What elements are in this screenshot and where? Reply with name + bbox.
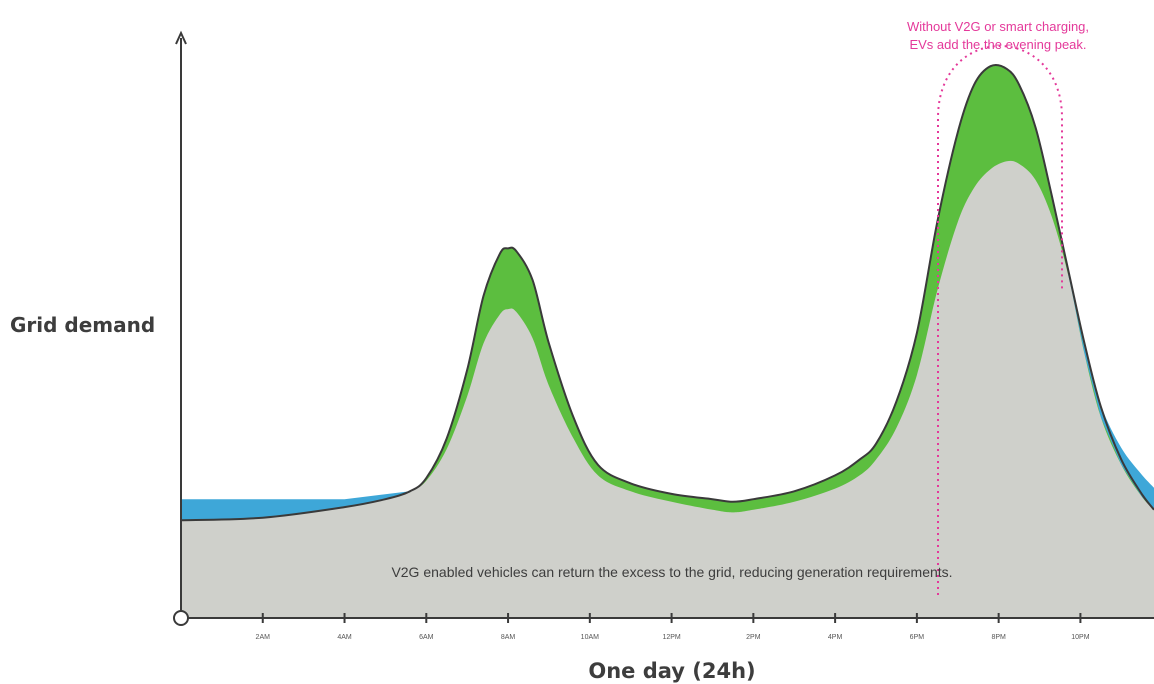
x-tick-label: 2PM — [746, 634, 761, 641]
x-tick-label: 6PM — [910, 634, 925, 641]
x-axis-ticks: 2AM 4AM 6AM 8AM 10AM 12PM 2PM 4PM 6PM 8PM 10PM — [256, 613, 1090, 641]
peak-annotation-line-1: Without V2G or smart charging, — [907, 19, 1089, 34]
base-demand-area — [181, 160, 1154, 618]
x-tick-label: 8PM — [991, 634, 1006, 641]
axis-origin-marker — [173, 610, 189, 626]
x-axis-title: One day (24h) — [588, 659, 755, 683]
x-tick-label: 6AM — [419, 634, 434, 641]
evening-peak-highlight — [937, 45, 1063, 595]
x-tick-label: 2AM — [256, 634, 271, 641]
total-demand-line — [180, 64, 1154, 522]
v2g-annotation: V2G enabled vehicles can return the exce… — [391, 564, 952, 580]
x-tick-label: 12PM — [662, 634, 680, 641]
x-tick-label: 10AM — [581, 634, 599, 641]
y-axis-arrow-icon — [175, 30, 187, 45]
x-tick-label: 8AM — [501, 634, 516, 641]
x-tick-label: 4AM — [337, 634, 352, 641]
peak-annotation-line-2: EVs add the the evening peak. — [909, 37, 1086, 52]
x-tick-label: 4PM — [828, 634, 843, 641]
y-axis-title: Grid demand — [10, 313, 155, 337]
v2g-excess-area-right — [1068, 272, 1154, 510]
x-tick-label: 10PM — [1071, 634, 1089, 641]
v2g-excess-area-left — [181, 491, 410, 521]
